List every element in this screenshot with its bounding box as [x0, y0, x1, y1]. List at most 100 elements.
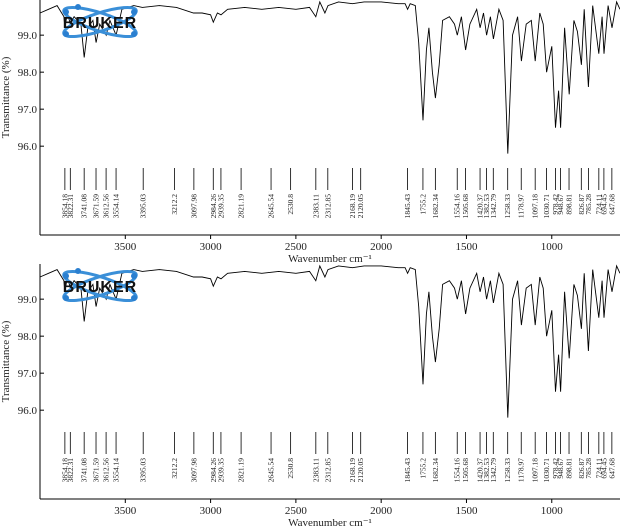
peak-label: 1755.2 — [418, 194, 427, 215]
peak-label: 2984.26 — [209, 458, 218, 483]
peak-label: 3212.2 — [170, 194, 179, 215]
peak-label: 3097.98 — [189, 458, 198, 483]
peak-label: 647.68 — [607, 194, 616, 215]
peak-label: 3395.03 — [139, 458, 148, 483]
peak-label: 1682.34 — [431, 458, 440, 483]
peak-label: 3671.59 — [92, 458, 101, 483]
peak-label: 694.45 — [599, 458, 608, 479]
peak-label: 1845.43 — [403, 194, 412, 219]
y-tick-label: 97.0 — [18, 104, 38, 116]
peak-label: 1342.79 — [489, 458, 498, 483]
peak-label: 978.42 — [551, 458, 560, 479]
peak-label: 3097.98 — [189, 194, 198, 219]
peak-label: 1258.33 — [503, 194, 512, 219]
chart: 96.0 97.0 98.0 99.0 3500 3000 2500 2000 1500 1000… — [0, 0, 620, 264]
x-tick-label: 1500 — [455, 505, 478, 517]
x-tick-label: 3500 — [114, 241, 137, 253]
peak-label: 785.28 — [584, 458, 593, 479]
peak-label: 1097.18 — [531, 194, 540, 219]
logo-dot — [131, 9, 137, 15]
peak-label: 3741.08 — [80, 194, 89, 219]
peak-label: 898.81 — [565, 458, 574, 479]
peak-label: 2821.19 — [237, 458, 246, 483]
chart: 96.0 97.0 98.0 99.0 3500 3000 2500 2000 1500 1000… — [0, 264, 620, 528]
peak-label: 1505.68 — [461, 194, 470, 219]
logo: BRUKER — [62, 268, 138, 303]
peak-label: 2645.54 — [267, 458, 276, 483]
x-tick-label: 2500 — [285, 505, 308, 517]
x-tick-label: 2000 — [370, 241, 393, 253]
x-tick-label: 1000 — [541, 241, 564, 253]
peak-label: 3612.56 — [102, 458, 111, 483]
logo-text: BRUKER — [63, 15, 137, 32]
logo-dot — [131, 295, 137, 301]
peak-label: 2645.54 — [267, 194, 276, 219]
logo-dot — [63, 273, 69, 279]
y-tick-label: 98.0 — [18, 67, 38, 79]
peak-label: 724.11 — [594, 194, 603, 215]
peak-label: 2984.26 — [209, 194, 218, 219]
peak-label: 647.68 — [607, 458, 616, 479]
peak-label: 3822.31 — [66, 194, 75, 219]
peak-label: 2168.19 — [348, 458, 357, 483]
x-tick-label: 3500 — [114, 505, 137, 517]
peak-label: 724.11 — [594, 458, 603, 479]
peak-label: 1554.16 — [453, 194, 462, 219]
peak-label: 978.42 — [551, 194, 560, 215]
peak-label: 2168.19 — [348, 194, 357, 219]
x-axis-label: Wavenumber cm⁻¹ — [288, 517, 372, 528]
peak-label: 694.45 — [599, 194, 608, 215]
peak-label: 3554.14 — [112, 458, 121, 483]
peak-label: 3854.18 — [60, 194, 69, 219]
peak-label: 2821.19 — [237, 194, 246, 219]
peak-label: 1845.43 — [403, 458, 412, 483]
x-tick-label: 2000 — [370, 505, 393, 517]
spectrum — [39, 0, 620, 154]
peak-label: 3854.18 — [60, 458, 69, 483]
peak-label: 2383.11 — [311, 194, 320, 218]
logo: BRUKER — [62, 4, 138, 39]
peak-label: 1420.37 — [476, 458, 485, 483]
x-tick-label: 3000 — [200, 505, 223, 517]
peak-label: 2530.8 — [286, 194, 295, 215]
y-axis-label: Transmittance (%) — [0, 56, 12, 138]
peak-label: 1258.33 — [503, 458, 512, 483]
peak-label: 785.28 — [584, 194, 593, 215]
peak-label: 3212.2 — [170, 458, 179, 479]
peak-label: 1178.97 — [517, 458, 526, 482]
peak-label: 2530.8 — [286, 458, 295, 479]
peak-label: 1097.18 — [531, 458, 540, 483]
peak-label: 3554.14 — [112, 194, 121, 219]
x-tick-label: 3000 — [200, 241, 223, 253]
logo-dot — [63, 295, 69, 301]
peak-label: 2120.05 — [356, 194, 365, 219]
peak-label: 2312.85 — [323, 458, 332, 483]
y-tick-label: 98.0 — [18, 331, 38, 343]
peak-label: 1178.97 — [517, 194, 526, 218]
peak-label: 3671.59 — [92, 194, 101, 219]
peak-label: 1505.68 — [461, 458, 470, 483]
logo-dot — [131, 273, 137, 279]
peak-label: 2120.05 — [356, 458, 365, 483]
x-tick-label: 2500 — [285, 241, 308, 253]
peak-label: 1382.53 — [482, 194, 491, 219]
y-tick-label: 97.0 — [18, 368, 38, 380]
peak-label: 826.87 — [577, 194, 586, 215]
peak-label: 1755.2 — [418, 458, 427, 479]
peak-label: 3822.31 — [66, 458, 75, 483]
peak-label: 1342.79 — [489, 194, 498, 219]
peak-label: 3741.08 — [80, 458, 89, 483]
peak-label: 1420.37 — [476, 194, 485, 219]
logo-dot — [63, 31, 69, 37]
logo-dot — [75, 4, 81, 10]
peak-label: 948.67 — [556, 458, 565, 479]
peak-label: 948.67 — [556, 194, 565, 215]
logo-text: BRUKER — [63, 279, 137, 296]
peak-label: 3395.03 — [139, 194, 148, 219]
y-tick-label: 99.0 — [18, 294, 38, 306]
y-tick-label: 96.0 — [18, 405, 38, 417]
peak-label: 1554.16 — [453, 458, 462, 483]
y-tick-label: 96.0 — [18, 141, 38, 153]
x-axis-label: Wavenumber cm⁻¹ — [288, 253, 372, 264]
